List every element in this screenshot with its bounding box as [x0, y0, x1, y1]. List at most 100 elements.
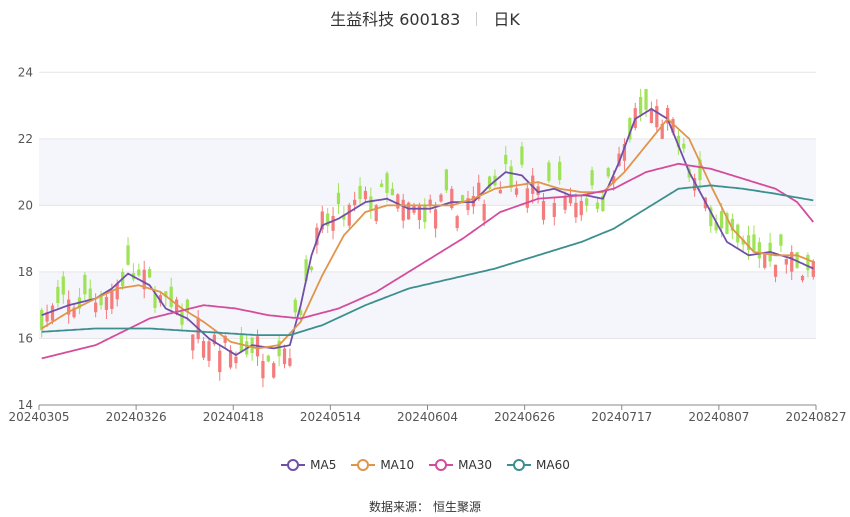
legend-label: MA60 [536, 458, 570, 472]
candle-body [806, 254, 810, 271]
candle-body [725, 213, 729, 234]
grid-band [39, 271, 816, 339]
candle-body [639, 96, 643, 115]
candle-body [396, 194, 400, 209]
candle-body [487, 176, 492, 189]
candle-body [223, 335, 227, 343]
candle-body [450, 188, 454, 209]
candle-body [293, 299, 297, 313]
candle-body [406, 202, 411, 220]
candle-body [428, 199, 432, 205]
candle-body [385, 173, 389, 193]
candle-body [50, 305, 55, 321]
candle-body [137, 269, 141, 276]
candle-body [730, 218, 734, 231]
candle-body [299, 310, 303, 316]
candle-body [741, 239, 745, 245]
candle-body [126, 245, 130, 265]
candlestick-chart: 14 16 18 20 22 24 20240305 20240326 20240418 2024… [8, 65, 846, 424]
x-tick-label: 20240326 [106, 410, 167, 424]
candle-body [110, 289, 114, 309]
candle-body [185, 299, 190, 313]
candle-body [460, 195, 465, 203]
x-tick-label: 20240514 [300, 410, 361, 424]
legend-marker-icon [429, 459, 454, 471]
candle-body [709, 207, 713, 227]
legend-label: MA10 [380, 458, 415, 472]
candle-body [482, 203, 486, 221]
x-tick-label: 20240626 [494, 410, 555, 424]
candle-body [585, 198, 589, 206]
candle-body [174, 299, 179, 314]
candle-body [514, 188, 519, 195]
candle-body [660, 123, 664, 139]
candle-body [779, 234, 783, 246]
grid-band [39, 138, 816, 206]
x-tick-label: 20240604 [397, 410, 458, 424]
candle-body [363, 190, 368, 200]
legend-marker-icon [351, 459, 376, 471]
candle-body [83, 274, 87, 295]
legend-item-ma10[interactable]: MA10 [350, 458, 414, 472]
candle-body [201, 341, 206, 358]
candle-body [558, 161, 562, 181]
candle-body [158, 295, 163, 303]
candle-body [142, 269, 146, 290]
candle-body [612, 176, 616, 184]
candle-body [261, 360, 265, 379]
candle-body [56, 286, 60, 303]
candle-body [417, 205, 422, 220]
candle-body [477, 182, 481, 200]
candle-body [795, 252, 799, 268]
candle-body [88, 288, 92, 300]
legend-label: MA5 [310, 458, 337, 472]
candle-body [191, 334, 195, 351]
candle-body [180, 311, 184, 325]
candle-body [622, 144, 627, 161]
candle-body [498, 189, 502, 194]
source-name: 恒生聚源 [433, 500, 482, 514]
y-tick-label: 22 [18, 132, 33, 146]
chart-title: 生益科技 600183 日K [0, 6, 850, 30]
candle-body [606, 167, 610, 177]
x-tick-label: 20240305 [8, 410, 69, 424]
candle-body [153, 293, 157, 308]
y-tick-label: 16 [18, 331, 33, 345]
legend-item-ma60[interactable]: MA60 [506, 458, 570, 472]
candle-body [520, 146, 524, 165]
legend-item-ma5[interactable]: MA5 [280, 458, 336, 472]
y-tick-label: 24 [18, 65, 33, 79]
candle-body [380, 183, 384, 187]
candle-body [40, 309, 44, 331]
candle-body [595, 202, 600, 209]
legend: MA5 MA10 MA30 MA60 [0, 458, 850, 472]
candle-body [212, 334, 216, 345]
candle-body [288, 358, 292, 366]
candle-body [665, 108, 670, 124]
candle-body [773, 264, 778, 277]
candle-body [218, 350, 222, 373]
candle-body [509, 166, 513, 188]
candle-body [228, 350, 233, 368]
candle-body [444, 169, 449, 191]
series-line-ma60 [41, 184, 814, 336]
candle-body [315, 227, 319, 246]
period-label: 日K [493, 10, 520, 29]
candle-body [601, 196, 605, 211]
candle-body [374, 205, 378, 222]
x-tick-label: 20240418 [203, 410, 264, 424]
candle-body [628, 118, 632, 140]
candle-body [439, 194, 443, 202]
candle-body [752, 234, 756, 251]
candle-body [574, 202, 578, 218]
candle-body [326, 213, 330, 226]
candle-body [353, 199, 357, 206]
candle-body [590, 170, 594, 186]
candle-body [655, 106, 659, 128]
candle-body [239, 334, 243, 352]
legend-item-ma30[interactable]: MA30 [428, 458, 492, 472]
candle-body [692, 178, 697, 191]
candle-body [455, 216, 459, 229]
candle-body [61, 276, 65, 295]
candle-body [336, 192, 341, 205]
